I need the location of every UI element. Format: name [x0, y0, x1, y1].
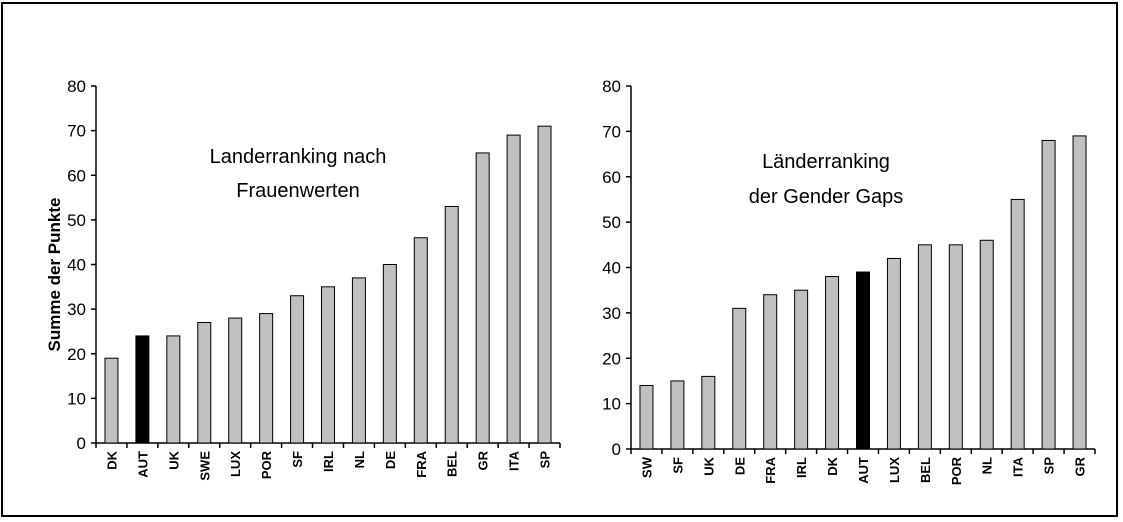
chart1-bar-gr	[475, 152, 490, 444]
chart2-category-label: GR	[1073, 456, 1088, 476]
chart1-annotation-line: Frauenwerten	[236, 180, 359, 202]
chart2-bar-sf	[670, 380, 685, 450]
chart2-bar-irl	[794, 289, 809, 450]
chart1-bar-bel	[444, 205, 459, 444]
chart1-category-label: NL	[352, 451, 367, 468]
chart2-y-tick-label: 30	[602, 304, 621, 323]
chart1-annotation-line: Landerranking nach	[210, 146, 387, 168]
chart2-bar-ita	[1010, 198, 1025, 450]
chart2-category-label: POR	[949, 456, 964, 485]
chart2-y-tick-label: 60	[602, 168, 621, 187]
chart2-bar-dk	[825, 276, 840, 450]
chart2-category-label: UK	[701, 456, 716, 475]
chart1-category-label: FRA	[414, 450, 429, 477]
chart2-category-label: NL	[980, 457, 995, 474]
chart1-bar-lux	[228, 317, 243, 444]
chart1-category-label: DK	[104, 450, 119, 469]
chart2-y-tick-label: 70	[602, 122, 621, 141]
chart2-category-label: FRA	[763, 456, 778, 483]
chart1-y-tick-label: 10	[67, 389, 86, 408]
chart1-y-tick-label: 20	[67, 345, 86, 364]
chart1-bar-uk	[166, 335, 181, 444]
chart2-bar-sp	[1041, 139, 1056, 450]
chart1-y-tick-label: 0	[77, 434, 86, 453]
chart2-annotation-line: der Gender Gaps	[749, 186, 904, 208]
chart2-category-label: AUT	[856, 457, 871, 484]
chart1-y-tick-label: 70	[67, 122, 86, 141]
chart2-y-tick-label: 50	[602, 213, 621, 232]
chart2-category-label: LUX	[887, 457, 902, 483]
chart2-category-label: DK	[825, 456, 840, 475]
chart1-bar-sp	[537, 125, 552, 444]
chart1-bar-aut	[135, 335, 150, 444]
chart1-category-label: SP	[538, 451, 553, 469]
chart2-category-label: DE	[732, 457, 747, 475]
chart1-category-label: SF	[290, 451, 305, 468]
chart1-category-label: POR	[259, 450, 274, 479]
chart2-y-tick-label: 10	[602, 395, 621, 414]
chart1-bar-por	[259, 313, 274, 444]
chart2-bar-gr	[1072, 135, 1087, 450]
chart2-y-tick-label: 80	[602, 77, 621, 96]
chart2-bar-nl	[979, 239, 994, 450]
chart1-bar-swe	[197, 322, 212, 444]
chart1-category-label: ITA	[507, 450, 522, 471]
chart2-bar-de	[732, 307, 747, 450]
chart1-y-tick-label: 80	[67, 77, 86, 96]
chart2-category-label: BEL	[918, 457, 933, 483]
chart2-bar-lux	[886, 257, 901, 450]
chart1-bar-dk	[104, 357, 119, 444]
chart1-y-axis-label: Summe der Punkte	[45, 198, 64, 352]
chart1-category-label: IRL	[321, 451, 336, 472]
chart1-bar-irl	[321, 286, 335, 444]
chart1-bar-de	[382, 264, 397, 444]
chart1-category-label: LUX	[228, 451, 243, 477]
chart2-y-tick-label: 0	[612, 440, 621, 459]
chart1-y-tick-label: 30	[67, 300, 86, 319]
chart1-category-label: DE	[383, 451, 398, 469]
chart2-bar-aut	[856, 271, 870, 450]
chart2-y-tick-label: 20	[602, 349, 621, 368]
chart2-category-label: SP	[1042, 457, 1057, 475]
chart1-category-label: AUT	[135, 451, 150, 478]
chart2-bar-por	[948, 244, 963, 450]
chart2-category-label: IRL	[794, 457, 809, 478]
chart1-y-tick-label: 50	[67, 211, 86, 230]
chart1-category-label: UK	[166, 450, 181, 469]
chart1-category-label: GR	[476, 450, 491, 470]
chart2-bar-bel	[917, 244, 932, 450]
chart2-bar-uk	[701, 375, 716, 450]
chart2-category-label: SW	[639, 456, 654, 478]
chart1-y-tick-label: 60	[67, 166, 86, 185]
chart1-y-tick-label: 40	[67, 256, 86, 275]
chart1-bar-fra	[413, 237, 428, 444]
chart1-bar-nl	[351, 277, 366, 444]
chart2-annotation-line: Länderranking	[762, 151, 890, 173]
chart1-category-label: BEL	[445, 451, 460, 477]
chart2-category-label: SF	[670, 457, 685, 474]
chart2-bar-sw	[639, 384, 654, 450]
chart1-bar-ita	[506, 134, 521, 444]
chart2-y-tick-label: 40	[602, 259, 621, 278]
chart1-category-label: SWE	[197, 451, 212, 481]
chart1-bar-sf	[290, 295, 305, 444]
chart2-category-label: ITA	[1011, 456, 1026, 477]
chart2-bar-fra	[763, 294, 778, 450]
